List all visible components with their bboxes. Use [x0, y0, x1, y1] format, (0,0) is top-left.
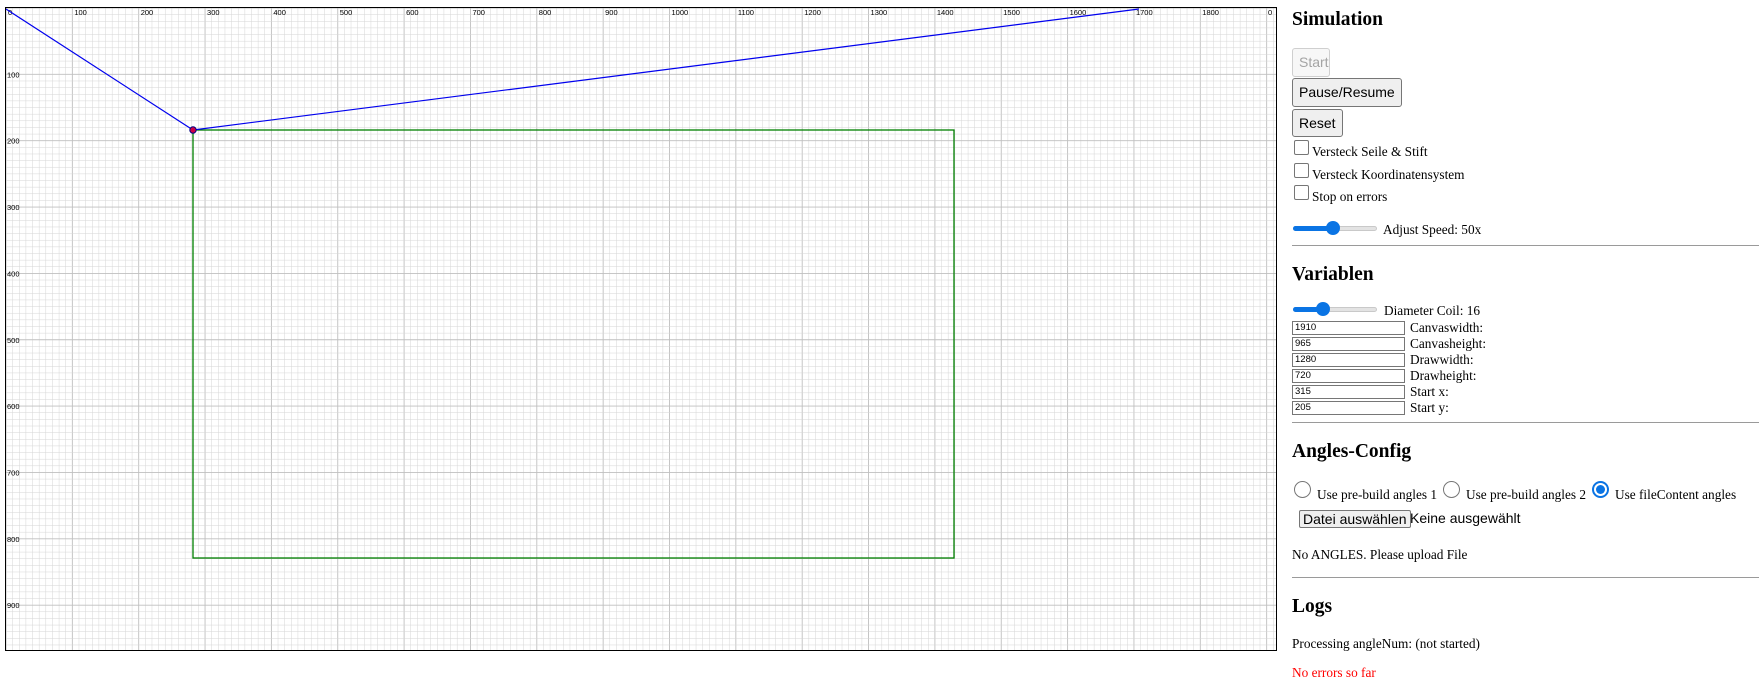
x-tick-label: 100 — [74, 8, 87, 17]
x-tick-label: 1400 — [937, 8, 954, 17]
coil-slider-thumb[interactable] — [1316, 302, 1331, 316]
hide-ropes-label: Versteck Seile & Stift — [1312, 144, 1428, 159]
speed-slider-thumb[interactable] — [1326, 221, 1341, 235]
start-y-input[interactable]: 205 — [1292, 401, 1405, 415]
x-tick-label: 1700 — [1136, 8, 1153, 17]
y-tick-label: 100 — [7, 70, 20, 79]
x-tick-label: 800 — [539, 8, 552, 17]
coil-diameter-slider[interactable] — [1293, 301, 1377, 317]
angles-status-text: No ANGLES. Please upload File — [1292, 547, 1468, 562]
reset-button[interactable]: Reset — [1292, 109, 1343, 137]
x-tick-label: 1300 — [871, 8, 888, 17]
hide-ropes-checkbox[interactable] — [1294, 140, 1309, 155]
speed-slider[interactable] — [1293, 220, 1377, 236]
speed-label: Adjust Speed: 50x — [1383, 222, 1482, 237]
start-x-input[interactable]: 315 — [1292, 385, 1405, 399]
angles-option-prebuild-2-radio[interactable] — [1443, 481, 1460, 498]
control-panel: Simulation Start Pause/Resume Reset Vers… — [1292, 0, 1759, 698]
angles-option-prebuild-1-radio[interactable] — [1294, 481, 1311, 498]
pen-marker — [189, 126, 197, 134]
angles-config-heading: Angles-Config — [1292, 441, 1412, 462]
section-divider — [1292, 422, 1759, 423]
start-y-label: Start y: — [1410, 400, 1449, 415]
y-tick-label: 700 — [7, 468, 20, 477]
stop-on-errors-label: Stop on errors — [1312, 189, 1388, 204]
choose-file-button[interactable]: Datei auswählen — [1299, 510, 1411, 528]
y-tick-label: 200 — [7, 137, 20, 146]
canvas-svg: 0 100 200 300 400 500 600 700 800 900 1000 1100 1200… — [6, 8, 1276, 650]
errors-text: No errors so far — [1292, 665, 1376, 680]
y-tick-label: 800 — [7, 535, 20, 544]
draw-area-rectangle — [192, 129, 955, 559]
coil-slider-fill — [1293, 307, 1324, 312]
x-tick-label: 700 — [472, 8, 485, 17]
coordinate-grid — [6, 8, 1276, 650]
logs-heading: Logs — [1292, 596, 1333, 617]
x-tick-label: 300 — [207, 8, 220, 17]
x-tick-label: 900 — [605, 8, 618, 17]
y-tick-label: 400 — [7, 269, 20, 278]
y-axis-ticks: 100 200 300 400 500 600 700 800 900 — [7, 70, 20, 610]
draw-height-label: Drawheight: — [1410, 368, 1477, 383]
x-tick-label: 1500 — [1003, 8, 1020, 17]
x-tick-label: 1600 — [1070, 8, 1087, 17]
pause-resume-button[interactable]: Pause/Resume — [1292, 78, 1402, 107]
draw-height-input[interactable]: 720 — [1292, 369, 1405, 383]
simulation-heading: Simulation — [1292, 9, 1384, 30]
x-tick-label: 0 — [8, 8, 12, 17]
start-button[interactable]: Start — [1292, 48, 1330, 77]
y-tick-label: 600 — [7, 402, 20, 411]
x-tick-label: 600 — [406, 8, 419, 17]
y-tick-label: 900 — [7, 601, 20, 610]
processing-angle-text: Processing angleNum: (not started) — [1292, 636, 1480, 651]
x-tick-label: 1800 — [1202, 8, 1219, 17]
speed-slider-fill — [1293, 226, 1334, 231]
x-axis-ticks: 0 100 200 300 400 500 600 700 800 900 1000 1100 1200… — [8, 8, 1272, 17]
start-x-label: Start x: — [1410, 384, 1449, 399]
y-tick-label: 500 — [7, 336, 20, 345]
draw-width-input[interactable]: 1280 — [1292, 353, 1405, 367]
canvas-width-label: Canvaswidth: — [1410, 320, 1484, 335]
x-tick-label: 0 — [1268, 8, 1272, 17]
hide-coords-checkbox[interactable] — [1294, 163, 1309, 178]
x-tick-label: 1000 — [672, 8, 689, 17]
variables-heading: Variablen — [1292, 264, 1374, 285]
angles-option-filecontent-radio[interactable] — [1592, 481, 1609, 498]
left-rope-line — [6, 8, 194, 131]
coil-diameter-label: Diameter Coil: 16 — [1384, 303, 1481, 318]
variables-fields: 1910 Canvaswidth: 965 Canvasheight: 1280… — [1292, 320, 1592, 416]
canvas-height-label: Canvasheight: — [1410, 336, 1487, 351]
canvas-width-input[interactable]: 1910 — [1292, 321, 1405, 335]
draw-width-label: Drawwidth: — [1410, 352, 1474, 367]
x-tick-label: 400 — [273, 8, 286, 17]
hide-coords-label: Versteck Koordinatensystem — [1312, 167, 1465, 182]
section-divider — [1292, 245, 1759, 246]
angles-option-prebuild-1-label: Use pre-build angles 1 — [1317, 487, 1438, 502]
stop-on-errors-checkbox[interactable] — [1294, 185, 1309, 200]
selected-file-name: Keine ausgewählt — [1410, 510, 1521, 526]
x-tick-label: 200 — [141, 8, 154, 17]
simulation-canvas: 0 100 200 300 400 500 600 700 800 900 1000 1100 1200… — [5, 7, 1277, 651]
x-tick-label: 1100 — [738, 8, 754, 17]
y-tick-label: 300 — [7, 203, 20, 212]
angles-option-filecontent-label: Use fileContent angles — [1615, 487, 1737, 502]
canvas-height-input[interactable]: 965 — [1292, 337, 1405, 351]
section-divider — [1292, 577, 1759, 578]
right-rope-line — [192, 8, 1140, 131]
angles-option-prebuild-2-label: Use pre-build angles 2 — [1466, 487, 1587, 502]
x-tick-label: 1200 — [804, 8, 821, 17]
x-tick-label: 500 — [340, 8, 353, 17]
